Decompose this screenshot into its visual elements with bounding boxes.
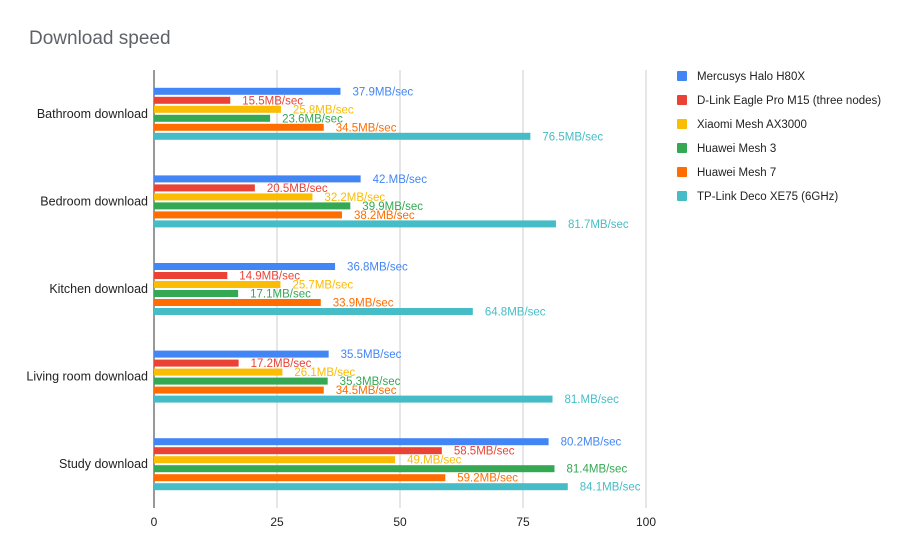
bar[interactable] [154,132,531,140]
bar[interactable] [154,350,329,358]
data-label: 81.MB/sec [565,394,620,406]
data-label: 17.2MB/sec [251,358,312,370]
data-label: 34.5MB/sec [336,122,397,134]
data-label: 76.5MB/sec [542,131,603,143]
bar[interactable] [154,308,473,315]
data-label: 34.5MB/sec [336,385,397,397]
data-label: 80.2MB/sec [561,437,622,449]
data-label: 23.6MB/sec [282,113,343,125]
data-label: 14.9MB/sec [239,271,300,283]
bar[interactable] [154,123,324,131]
data-label: 17.1MB/sec [250,289,311,301]
x-tick-label: 25 [270,515,284,529]
legend-label[interactable]: Huawei Mesh 3 [697,143,776,155]
bar[interactable] [154,87,341,95]
data-label: 84.1MB/sec [580,482,641,494]
category-label: Living room download [26,370,148,384]
bar[interactable] [154,114,271,122]
bar[interactable] [154,96,231,104]
legend-label[interactable]: D-Link Eagle Pro M15 (three nodes) [697,95,881,107]
chart-title: Download speed [29,28,171,49]
data-label: 26.1MB/sec [294,367,355,379]
data-label: 49.MB/sec [407,455,462,467]
category-label: Study download [59,457,148,471]
bars-group [154,87,568,491]
legend-swatch [677,167,687,177]
bar[interactable] [154,272,228,279]
bar[interactable] [154,386,324,394]
bar[interactable] [154,474,446,482]
legend-label[interactable]: Xiaomi Mesh AX3000 [697,119,807,131]
x-tick-label: 0 [151,515,158,529]
legend-swatch [677,71,687,81]
bar[interactable] [154,193,313,201]
category-label: Bathroom download [37,107,148,121]
data-label: 25.8MB/sec [293,104,354,116]
data-label: 37.9MB/sec [352,86,413,98]
bar[interactable] [154,359,239,367]
legend-label[interactable]: TP-Link Deco XE75 (6GHz) [697,191,838,203]
data-label: 15.5MB/sec [242,95,303,107]
x-tick-label: 75 [516,515,530,529]
bar[interactable] [154,438,549,446]
data-label: 33.9MB/sec [333,298,394,310]
bar[interactable] [154,281,281,288]
bar[interactable] [154,211,342,219]
legend-swatch [677,95,687,105]
data-label: 35.5MB/sec [341,349,402,361]
bar[interactable] [154,220,556,228]
data-label: 39.9MB/sec [362,201,423,213]
legend-swatch [677,191,687,201]
data-label: 35.3MB/sec [340,376,401,388]
bar[interactable] [154,290,239,297]
bar[interactable] [154,105,281,113]
data-label: 32.2MB/sec [324,192,385,204]
x-tick-label: 100 [636,515,656,529]
data-label: 25.7MB/sec [292,280,353,292]
bar[interactable] [154,456,396,464]
data-label: 20.5MB/sec [267,183,328,195]
data-label: 81.7MB/sec [568,219,629,231]
data-label: 36.8MB/sec [347,262,408,274]
bar[interactable] [154,175,361,183]
bar[interactable] [154,202,351,210]
category-label: Kitchen download [49,282,148,296]
data-label: 38.2MB/sec [354,210,415,222]
bar[interactable] [154,184,255,192]
legend-label[interactable]: Huawei Mesh 7 [697,167,776,179]
data-labels-group: 37.9MB/sec 15.5MB/sec25.8MB/sec23.6MB/sec… [239,86,640,493]
bar[interactable] [154,368,283,376]
data-label: 81.4MB/sec [566,464,627,476]
legend[interactable]: Mercusys Halo H80X D-Link Eagle Pro M15 (… [677,71,881,203]
bar[interactable] [154,395,553,403]
data-label: 42.MB/sec [373,174,428,186]
legend-swatch [677,143,687,153]
bar[interactable] [154,263,336,270]
category-label: Bedroom download [40,194,148,208]
gridlines [153,70,647,508]
data-label: 58.5MB/sec [454,446,515,458]
bar[interactable] [154,447,442,455]
bar[interactable] [154,483,568,491]
bar[interactable] [154,377,328,385]
data-label: 64.8MB/sec [485,307,546,319]
legend-label[interactable]: Mercusys Halo H80X [697,71,805,83]
bar[interactable] [154,299,321,306]
x-tick-label: 50 [393,515,407,529]
bar[interactable] [154,465,555,473]
data-label: 59.2MB/sec [457,473,518,485]
x-tick-labels-group: 0 25 50 75 100 [151,515,657,529]
category-labels-group: Bathroom download Bedroom download Kitchen… [26,107,148,471]
legend-swatch [677,119,687,129]
